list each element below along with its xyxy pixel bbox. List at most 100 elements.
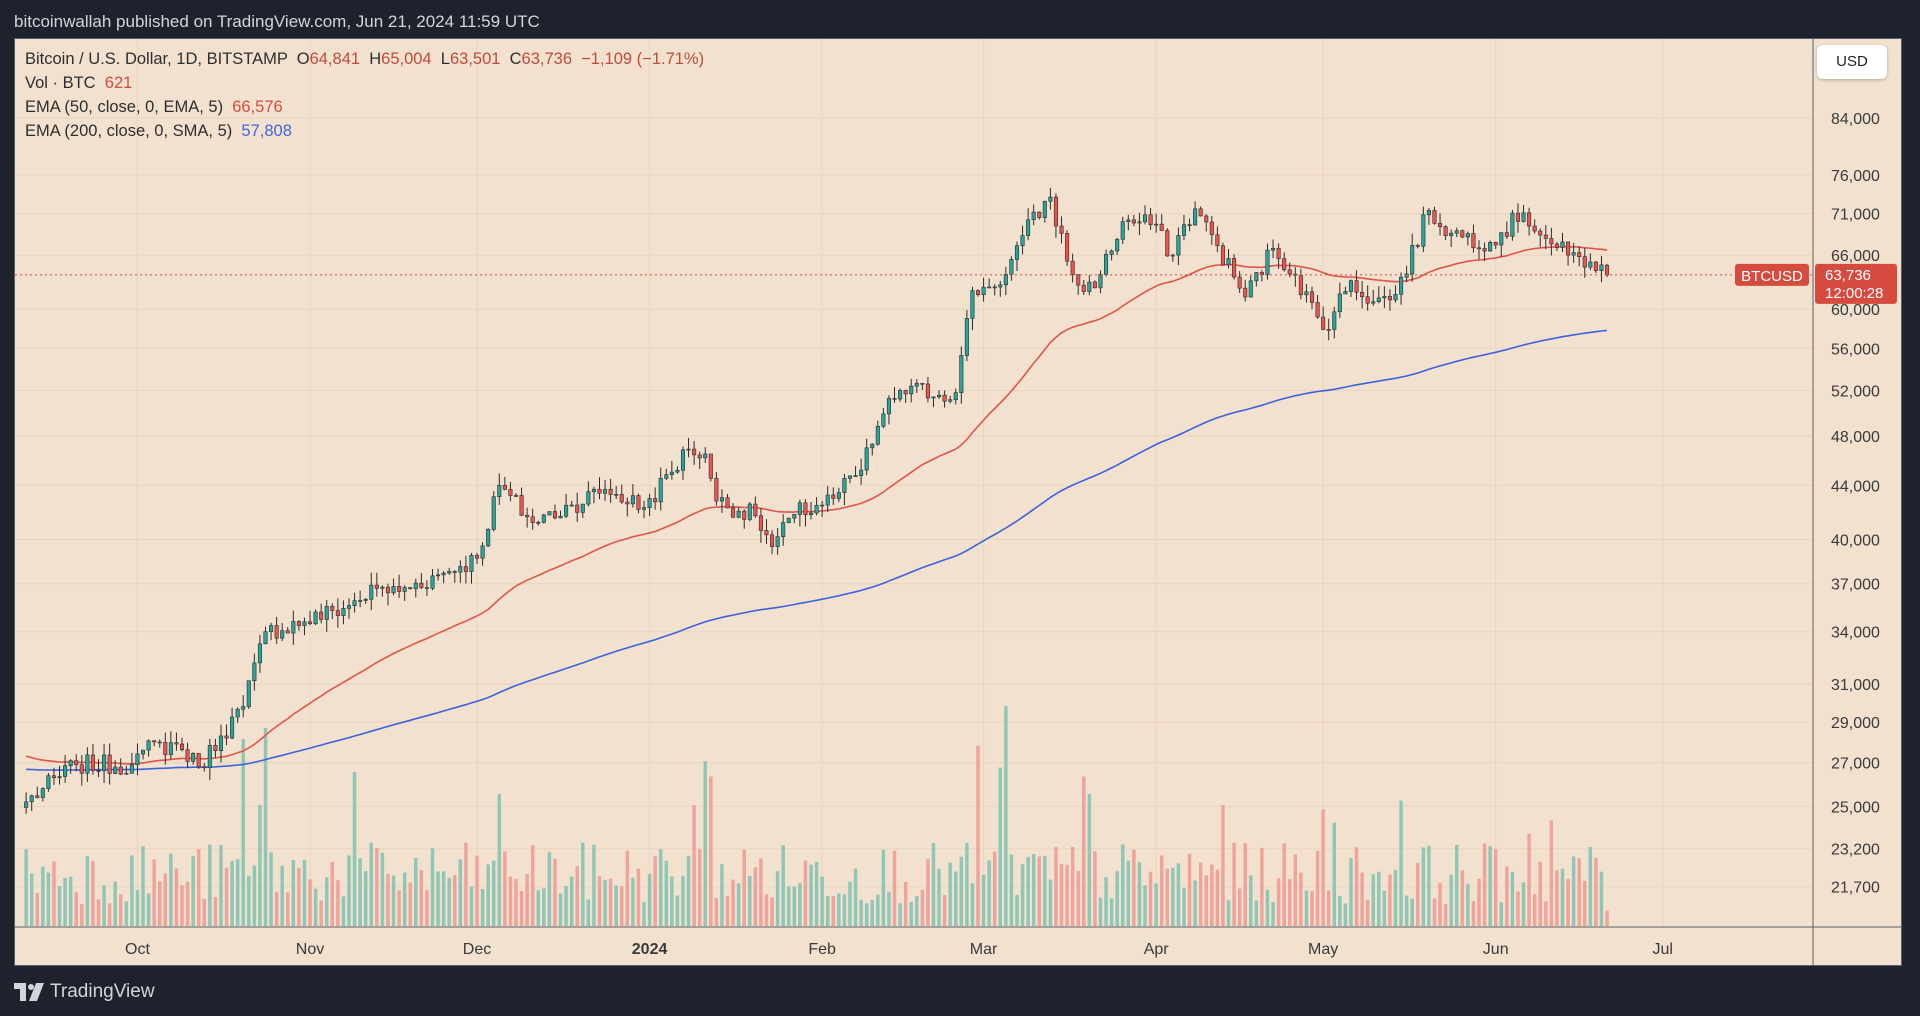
volume-bar: [330, 861, 335, 926]
candle-down: [1148, 214, 1153, 226]
volume-bar: [825, 896, 830, 926]
candle-up: [1488, 242, 1493, 252]
volume-bar: [1031, 854, 1036, 926]
volume-bar: [425, 889, 429, 926]
candle-up: [480, 545, 485, 559]
candle-down: [920, 382, 925, 385]
chart-panel[interactable]: BTCUSD 63,736 12:00:28 84,000 76,000 71,000 6…: [14, 38, 1902, 966]
close-value: 63,736: [521, 50, 572, 68]
volume-bar: [313, 888, 318, 926]
volume-bar: [692, 805, 696, 926]
candle-down: [1204, 215, 1209, 223]
volume-bar: [1126, 860, 1131, 926]
candle-up: [792, 514, 797, 519]
y-tick-label: 40,000: [1831, 532, 1880, 549]
volume-bar: [1594, 857, 1598, 926]
candle-up: [820, 504, 825, 507]
candle-up: [664, 474, 669, 479]
volume-bar: [235, 859, 240, 926]
volume-bar: [547, 852, 552, 926]
candle-down: [163, 741, 168, 756]
candle-up: [402, 587, 407, 592]
candle-up: [1449, 232, 1454, 237]
candle-down: [1566, 241, 1571, 256]
candle-up: [998, 284, 1003, 288]
candle-up: [591, 488, 596, 492]
symbol-tag: BTCUSD: [1741, 268, 1803, 285]
candle-up: [1120, 221, 1125, 240]
volume-bar: [274, 891, 279, 926]
candle-up: [786, 517, 791, 523]
candle-up: [447, 571, 452, 574]
candle-up: [1020, 235, 1025, 247]
y-tick-label: 44,000: [1831, 478, 1880, 495]
candle-up: [1193, 208, 1198, 226]
volume-bar: [146, 893, 151, 926]
candle-up: [341, 608, 346, 616]
candle-up: [1248, 280, 1253, 298]
volume-bar: [1210, 864, 1214, 926]
ema50-value: 66,576: [232, 98, 283, 116]
candle-up: [369, 584, 374, 600]
volume-bar: [642, 901, 646, 926]
volume-bar: [881, 849, 886, 926]
candle-down: [770, 534, 775, 547]
tradingview-footer[interactable]: TradingView: [14, 980, 155, 1004]
ema200-label: EMA (200, close, 0, SMA, 5): [25, 122, 233, 140]
volume-bar: [1332, 822, 1337, 926]
candle-up: [747, 503, 752, 520]
candle-up: [547, 511, 552, 516]
candle-up: [669, 471, 674, 475]
volume-bar: [714, 897, 719, 926]
volume-bar: [57, 886, 62, 926]
candle-up: [29, 795, 34, 803]
volume-bar: [564, 885, 568, 926]
candle-down: [1326, 329, 1331, 331]
candle-down: [196, 753, 201, 768]
candle-down: [942, 394, 947, 402]
candle-up: [141, 749, 146, 755]
x-tick-label: 2024: [632, 941, 668, 958]
volume-bar: [1399, 800, 1403, 926]
candle-down: [90, 754, 95, 771]
volume-bar: [102, 885, 106, 926]
candle-down: [213, 745, 218, 752]
volume-bar: [1093, 851, 1097, 926]
volume-bar: [954, 871, 958, 926]
chart-legend: Bitcoin / U.S. Dollar, 1D, BITSTAMP O64,…: [25, 47, 704, 143]
y-tick-label: 34,000: [1831, 625, 1880, 642]
candle-up: [881, 413, 886, 427]
volume-bar: [402, 872, 407, 926]
volume-bar: [1087, 794, 1092, 926]
volume-bar: [1443, 903, 1448, 926]
candle-up: [859, 469, 864, 476]
candle-up: [1042, 200, 1047, 218]
volume-bar: [230, 860, 234, 926]
candle-up: [1014, 245, 1020, 260]
volume-bar: [820, 876, 824, 926]
candle-down: [1209, 221, 1214, 236]
candle-up: [1176, 235, 1181, 256]
candle-up: [558, 515, 563, 519]
candle-down: [1259, 272, 1264, 275]
candle-down: [1165, 230, 1170, 257]
volume-bar: [1221, 805, 1225, 926]
candle-up: [853, 475, 858, 477]
price-tag-bg: [1815, 263, 1897, 304]
candle-up: [1521, 212, 1526, 222]
candle-up: [1337, 293, 1342, 313]
candle-down: [1053, 196, 1058, 227]
candle-down: [1065, 233, 1070, 262]
volume-bar: [1004, 706, 1008, 926]
candle-up: [1104, 254, 1109, 275]
volume-bar: [1165, 868, 1170, 926]
volume-bar: [358, 858, 362, 926]
candle-up: [703, 453, 708, 459]
candle-up: [1098, 274, 1103, 289]
candle-up: [909, 385, 914, 395]
volume-bar: [1377, 871, 1381, 926]
candle-down: [697, 454, 702, 459]
currency-button[interactable]: USD: [1817, 45, 1887, 79]
candle-down: [742, 510, 747, 520]
